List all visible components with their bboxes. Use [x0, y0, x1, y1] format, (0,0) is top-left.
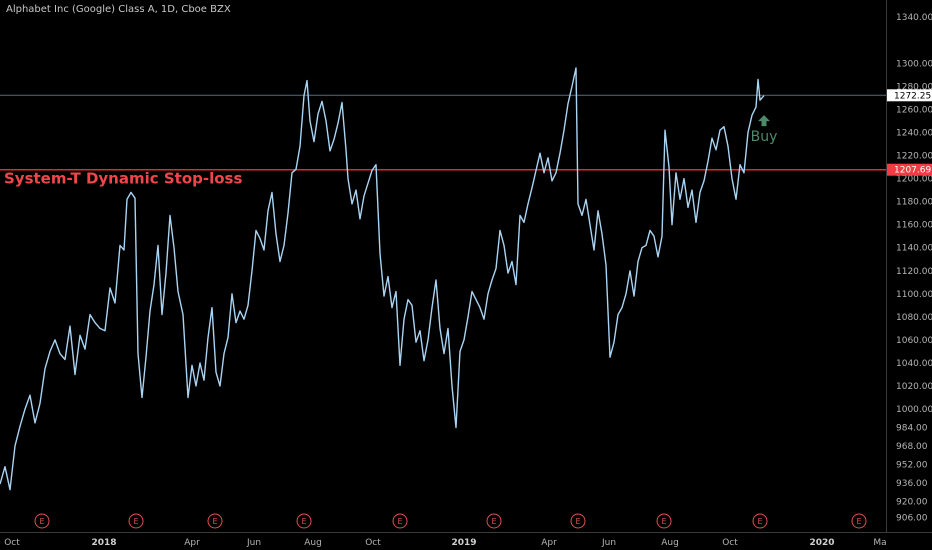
earnings-marker-label: E: [39, 517, 44, 526]
y-tick-label: 1000.00: [896, 405, 932, 415]
x-tick-label: Ma: [873, 538, 886, 548]
chart-title: Alphabet Inc (Google) Class A, 1D, Cboe …: [6, 4, 231, 15]
earnings-marker-label: E: [491, 517, 496, 526]
earnings-marker-circle: [207, 513, 223, 529]
y-tick-label: 1140.00: [896, 244, 932, 254]
x-tick-label: Jun: [601, 538, 616, 548]
earnings-marker-label: E: [757, 517, 762, 526]
buy-arrow-icon: [758, 115, 770, 127]
earnings-marker-circle: [570, 513, 586, 529]
y-tick-label: 1080.00: [896, 313, 932, 323]
price-tags: 1272.25 1207.69: [887, 89, 932, 176]
y-tick-label: 968.00: [896, 442, 928, 452]
earnings-marker-circle: [128, 513, 144, 529]
annotations: System-T Dynamic Stop-loss Buy: [4, 115, 777, 188]
x-tick-label: 2020: [809, 538, 834, 548]
y-tick-label: 1160.00: [896, 221, 932, 231]
earnings-marker-circle: [656, 513, 672, 529]
y-tick-label: 1120.00: [896, 267, 932, 277]
y-tick-label: 906.00: [896, 513, 928, 523]
y-tick-label: 1220.00: [896, 152, 932, 162]
x-tick-label: Apr: [184, 538, 200, 548]
y-tick-label: 936.00: [896, 479, 928, 489]
earnings-marker-circle: [752, 513, 768, 529]
y-tick-label: 1200.00: [896, 175, 932, 185]
x-tick-label: Oct: [365, 538, 381, 548]
earnings-marker-circle: [296, 513, 312, 529]
y-tick-label: 952.00: [896, 460, 928, 470]
x-axis: Oct 2018 Apr Jun Aug Oct 2019 Apr Jun Aug Oct 2020 M…: [4, 538, 886, 548]
buy-label: Buy: [751, 129, 778, 145]
y-tick-label: 1040.00: [896, 359, 932, 369]
price-line: [0, 67, 765, 491]
x-tick-label: 2018: [91, 538, 116, 548]
x-tick-label: Oct: [4, 538, 20, 548]
earnings-marker-label: E: [212, 517, 217, 526]
y-tick-label: 1100.00: [896, 290, 932, 300]
price-tag-bg: [887, 89, 932, 102]
y-axis: 1340.00 1300.00 1280.00 1260.00 1240.00 1220.…: [0, 0, 932, 533]
earnings-marker-label: E: [301, 517, 306, 526]
last-price-tag: 1272.25: [894, 91, 931, 101]
y-tick-label: 920.00: [896, 497, 928, 507]
y-tick-label: 1180.00: [896, 198, 932, 208]
x-tick-label: Aug: [304, 538, 322, 548]
x-tick-label: Apr: [541, 538, 557, 548]
x-tick-label: Aug: [661, 538, 679, 548]
y-tick-label: 1280.00: [896, 82, 932, 92]
stop-loss-price-tag: 1207.69: [894, 166, 931, 176]
earnings-marker-label: E: [661, 517, 666, 526]
x-tick-label: 2019: [451, 538, 476, 548]
earnings-marker-label: E: [133, 517, 138, 526]
y-tick-label: 1020.00: [896, 382, 932, 392]
y-tick-label: 1300.00: [896, 59, 932, 69]
earnings-marker-circle: [851, 513, 867, 529]
stop-loss-label: System-T Dynamic Stop-loss: [4, 170, 242, 188]
price-tag-bg: [887, 163, 932, 176]
y-tick-label: 1260.00: [896, 105, 932, 115]
earnings-marker-label: E: [856, 517, 861, 526]
y-tick-label: 984.00: [896, 423, 928, 433]
earnings-marker-circle: [486, 513, 502, 529]
earnings-marker-circle: [392, 513, 408, 529]
horizontal-lines: [0, 94, 886, 171]
earnings-marker-circle: [34, 513, 50, 529]
earnings-marker-label: E: [575, 517, 580, 526]
y-tick-label: 1340.00: [896, 13, 932, 23]
price-series: [0, 67, 765, 491]
x-tick-label: Jun: [246, 538, 261, 548]
y-tick-label: 1240.00: [896, 128, 932, 138]
earnings-marker-label: E: [397, 517, 402, 526]
y-tick-label: 1060.00: [896, 336, 932, 346]
x-tick-label: Oct: [722, 538, 738, 548]
